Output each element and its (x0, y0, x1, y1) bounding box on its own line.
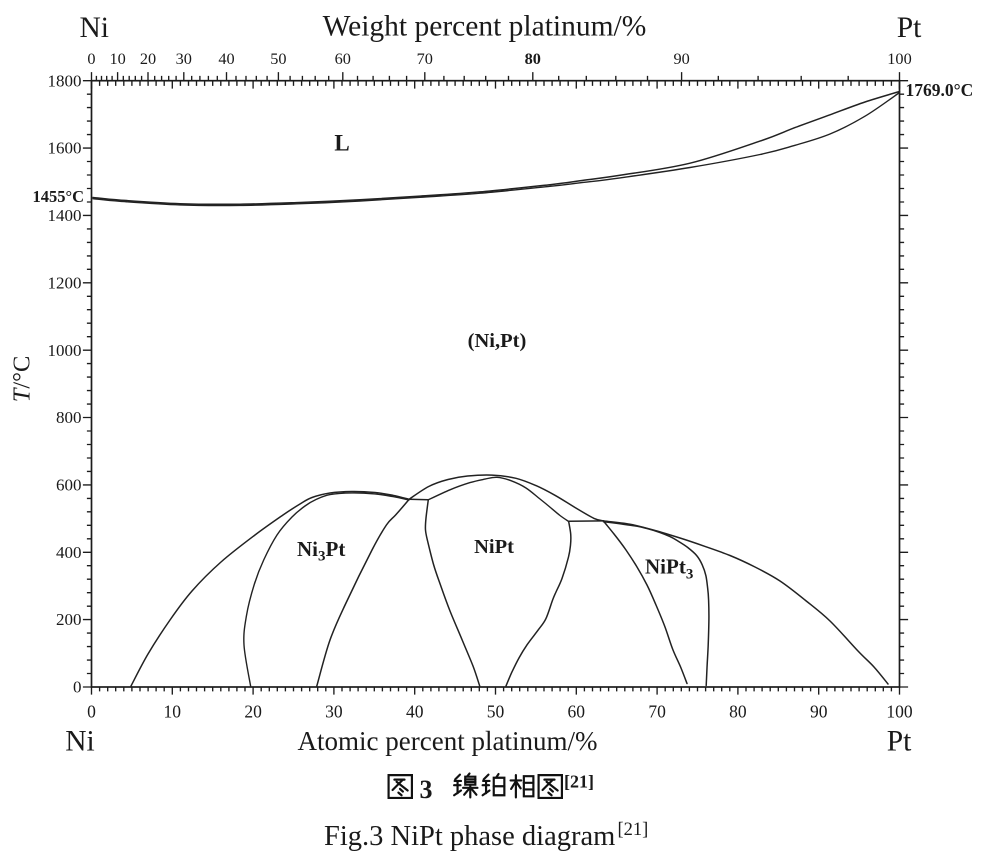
svg-text:10: 10 (164, 702, 182, 722)
svg-text:1600: 1600 (48, 139, 82, 158)
svg-text:1455°C: 1455°C (32, 187, 84, 206)
svg-text:400: 400 (56, 543, 82, 562)
svg-text:40: 40 (218, 49, 234, 68)
svg-text:60: 60 (335, 49, 351, 68)
svg-text:Weight percent platinum/%: Weight percent platinum/% (323, 11, 647, 43)
svg-text:0: 0 (87, 702, 96, 722)
svg-text:90: 90 (673, 49, 689, 68)
svg-text:10: 10 (109, 49, 125, 68)
svg-text:[21]: [21] (618, 820, 649, 840)
svg-text:Ni: Ni (79, 12, 109, 44)
svg-text:(Ni,Pt): (Ni,Pt) (468, 330, 527, 352)
svg-text:80: 80 (525, 49, 541, 68)
svg-text:200: 200 (56, 610, 82, 629)
svg-text:1000: 1000 (48, 341, 82, 360)
svg-text:100: 100 (886, 702, 913, 722)
svg-text:20: 20 (140, 49, 156, 68)
svg-text:90: 90 (810, 702, 828, 722)
svg-text:60: 60 (568, 702, 586, 722)
svg-text:800: 800 (56, 408, 82, 427)
svg-text:L: L (334, 131, 349, 156)
svg-text:Pt: Pt (897, 12, 922, 44)
svg-text:1400: 1400 (48, 206, 82, 225)
svg-text:50: 50 (487, 702, 505, 722)
svg-text:40: 40 (406, 702, 424, 722)
svg-text:1800: 1800 (48, 71, 82, 90)
svg-text:600: 600 (56, 476, 82, 495)
svg-text:80: 80 (729, 702, 747, 722)
svg-text:Ni3Pt: Ni3Pt (297, 537, 345, 565)
svg-text:Pt: Pt (887, 726, 912, 758)
svg-text:1200: 1200 (48, 273, 82, 292)
svg-text:T/°C: T/°C (9, 356, 36, 403)
svg-text:[21]: [21] (564, 772, 594, 792)
svg-text:0: 0 (73, 678, 82, 697)
svg-text:Fig.3 NiPt phase diagram: Fig.3 NiPt phase diagram (324, 821, 615, 852)
svg-text:30: 30 (176, 49, 192, 68)
svg-text:70: 70 (648, 702, 666, 722)
svg-text:NiPt: NiPt (474, 536, 514, 558)
svg-text:50: 50 (270, 49, 286, 68)
svg-text:Ni: Ni (65, 726, 95, 758)
svg-text:1769.0°C: 1769.0°C (906, 80, 974, 100)
svg-text:NiPt3: NiPt3 (645, 555, 693, 583)
svg-text:70: 70 (417, 49, 433, 68)
svg-text:Atomic percent platinum/%: Atomic percent platinum/% (298, 726, 598, 756)
svg-text:0: 0 (87, 49, 95, 68)
svg-text:100: 100 (887, 49, 911, 68)
svg-text:20: 20 (244, 702, 262, 722)
svg-text:30: 30 (325, 702, 343, 722)
svg-text:3: 3 (420, 775, 433, 804)
